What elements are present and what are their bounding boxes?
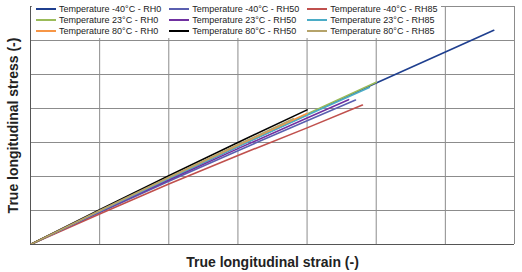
html-text:Temperature 80°C - RH0: Temperature 80°C - RH0	[59, 26, 159, 36]
html-text:Temperature 23°C - RH85: Temperature 23°C - RH85	[330, 15, 435, 25]
svg-text:True longitudinal strain (-): True longitudinal strain (-)	[186, 254, 359, 270]
html-text:Temperature -40°C - RH50: Temperature -40°C - RH50	[192, 4, 300, 14]
html-text:Temperature 23°C - RH0: Temperature 23°C - RH0	[59, 15, 159, 25]
html-text:Temperature 80°C - RH85: Temperature 80°C - RH85	[330, 26, 435, 36]
svg-text:True longitudinal stress (-): True longitudinal stress (-)	[5, 38, 21, 214]
html-text:Temperature 23°C - RH50: Temperature 23°C - RH50	[192, 15, 297, 25]
html-text:Temperature -40°C - RH0: Temperature -40°C - RH0	[59, 4, 162, 14]
html-text:Temperature 80°C - RH50: Temperature 80°C - RH50	[192, 26, 297, 36]
html-text:Temperature -40°C - RH85: Temperature -40°C - RH85	[330, 4, 438, 14]
